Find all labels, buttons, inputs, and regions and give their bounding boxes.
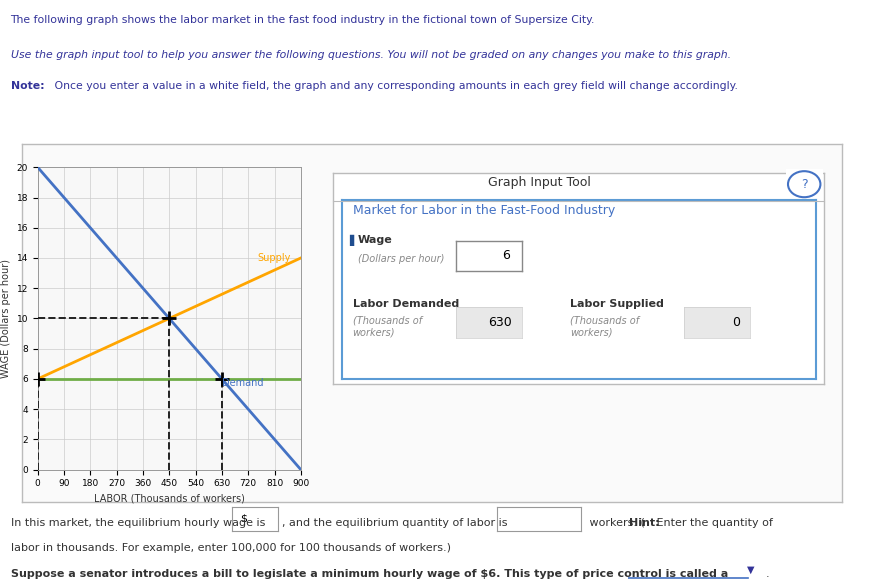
Text: Graph Input Tool: Graph Input Tool bbox=[488, 176, 591, 189]
Text: labor in thousands. For example, enter 100,000 for 100 thousands of workers.): labor in thousands. For example, enter 1… bbox=[11, 543, 451, 553]
Text: Wage: Wage bbox=[358, 235, 393, 245]
Y-axis label: WAGE (Dollars per hour): WAGE (Dollars per hour) bbox=[1, 259, 11, 378]
Text: workers): workers) bbox=[353, 328, 395, 338]
Text: (Thousands of: (Thousands of bbox=[353, 316, 422, 326]
Text: ▼: ▼ bbox=[746, 565, 754, 575]
Text: In this market, the equilibrium hourly wage is: In this market, the equilibrium hourly w… bbox=[11, 518, 268, 528]
Text: Supply: Supply bbox=[257, 253, 290, 263]
Text: , and the equilibrium quantity of labor is: , and the equilibrium quantity of labor … bbox=[282, 518, 511, 528]
Text: Enter the quantity of: Enter the quantity of bbox=[653, 518, 774, 528]
Text: 630: 630 bbox=[488, 316, 512, 329]
Text: Use the graph input tool to help you answer the following questions. You will no: Use the graph input tool to help you ans… bbox=[11, 50, 731, 60]
Text: Market for Labor in the Fast-Food Industry: Market for Labor in the Fast-Food Indust… bbox=[353, 204, 615, 217]
Text: Hint:: Hint: bbox=[629, 518, 660, 528]
Text: Note:: Note: bbox=[11, 81, 44, 91]
Text: (Dollars per hour): (Dollars per hour) bbox=[358, 254, 444, 264]
Text: .: . bbox=[766, 569, 769, 579]
Text: ▌: ▌ bbox=[349, 235, 358, 246]
Text: 6: 6 bbox=[503, 249, 510, 262]
Text: Suppose a senator introduces a bill to legislate a minimum hourly wage of $6. Th: Suppose a senator introduces a bill to l… bbox=[11, 569, 731, 579]
Text: workers. (: workers. ( bbox=[586, 518, 645, 528]
Text: Labor Supplied: Labor Supplied bbox=[570, 299, 664, 309]
Text: 0: 0 bbox=[732, 316, 740, 329]
X-axis label: LABOR (Thousands of workers): LABOR (Thousands of workers) bbox=[94, 494, 245, 504]
Text: Labor Demanded: Labor Demanded bbox=[353, 299, 459, 309]
Text: ?: ? bbox=[801, 178, 808, 191]
Text: $: $ bbox=[240, 514, 247, 524]
Text: workers): workers) bbox=[570, 328, 612, 338]
Text: Once you enter a value in a white field, the graph and any corresponding amounts: Once you enter a value in a white field,… bbox=[51, 81, 738, 91]
Text: The following graph shows the labor market in the fast food industry in the fict: The following graph shows the labor mark… bbox=[11, 15, 595, 25]
Text: (Thousands of: (Thousands of bbox=[570, 316, 639, 326]
Text: Demand: Demand bbox=[222, 379, 263, 389]
